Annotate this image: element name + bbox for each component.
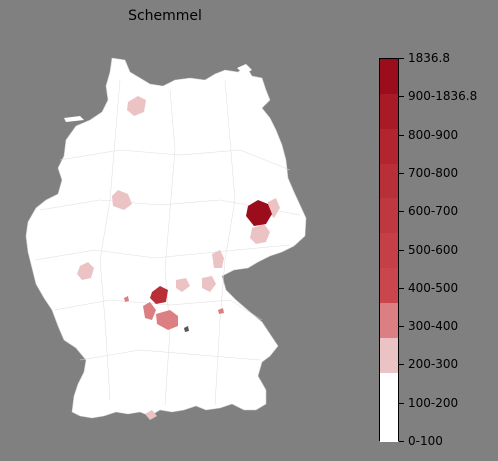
district-mainfranken-east: [156, 310, 178, 330]
legend-segment-0-100: [380, 407, 398, 443]
legend-tick: [399, 58, 404, 59]
district-bavaria-south: [145, 410, 157, 420]
legend-segment-800-900: [380, 128, 398, 164]
legend-label: 300-400: [408, 319, 459, 334]
legend-segment-600-700: [380, 198, 398, 234]
legend-tick: [399, 287, 404, 289]
legend-label: 900-1836.8: [408, 89, 478, 104]
legend-colorbar: [379, 58, 399, 443]
north-island: [237, 64, 252, 74]
legend-segment-100-200: [380, 372, 398, 408]
legend-label: 700-800: [408, 165, 459, 180]
legend-tick: [399, 134, 404, 136]
district-thuringia-east: [202, 276, 216, 292]
legend-segment-500-600: [380, 233, 398, 269]
district-bielefeld-area: [112, 190, 132, 210]
district-cologne-area: [77, 262, 94, 280]
legend-tick: [399, 96, 404, 98]
district-bremen-area: [127, 96, 146, 116]
legend-label: 800-900: [408, 127, 459, 142]
legend-segment-900-1836.8: [380, 93, 398, 129]
district-mainfranken-west: [143, 302, 156, 320]
district-hesse-small: [124, 296, 129, 302]
legend-tick: [399, 326, 404, 328]
legend-segment-400-500: [380, 267, 398, 303]
legend-segment-300-400: [380, 302, 398, 338]
legend-tick: [399, 172, 404, 174]
map-title: Schemmel: [128, 8, 202, 24]
district-cottbus-area: [246, 200, 272, 226]
district-lusatia-south: [250, 224, 270, 244]
legend-segment-1836.8: [380, 59, 398, 94]
legend-label: 400-500: [408, 280, 459, 295]
legend-label: 0-100: [408, 434, 443, 448]
legend-label: 200-300: [408, 357, 459, 372]
district-small-dark: [184, 326, 189, 332]
legend-label: 600-700: [408, 204, 459, 219]
legend-segment-700-800: [380, 163, 398, 199]
district-kassel-area: [176, 278, 190, 292]
district-erfurt-area: [212, 250, 224, 268]
frisian-islands: [64, 116, 84, 122]
district-franconia-small: [218, 308, 224, 314]
legend-label: 1836.8: [408, 51, 450, 65]
legend-tick: [399, 441, 404, 442]
legend-tick: [399, 402, 404, 404]
district-borders: [34, 79, 301, 406]
legend-label: 500-600: [408, 242, 459, 257]
germany-map: [25, 57, 307, 420]
legend-label: 100-200: [408, 395, 459, 410]
germany-landmass: [25, 57, 307, 419]
legend-segment-200-300: [380, 337, 398, 373]
legend-tick: [399, 211, 404, 213]
district-rhoen: [150, 286, 168, 304]
legend-tick: [399, 364, 404, 366]
legend-tick: [399, 249, 404, 251]
